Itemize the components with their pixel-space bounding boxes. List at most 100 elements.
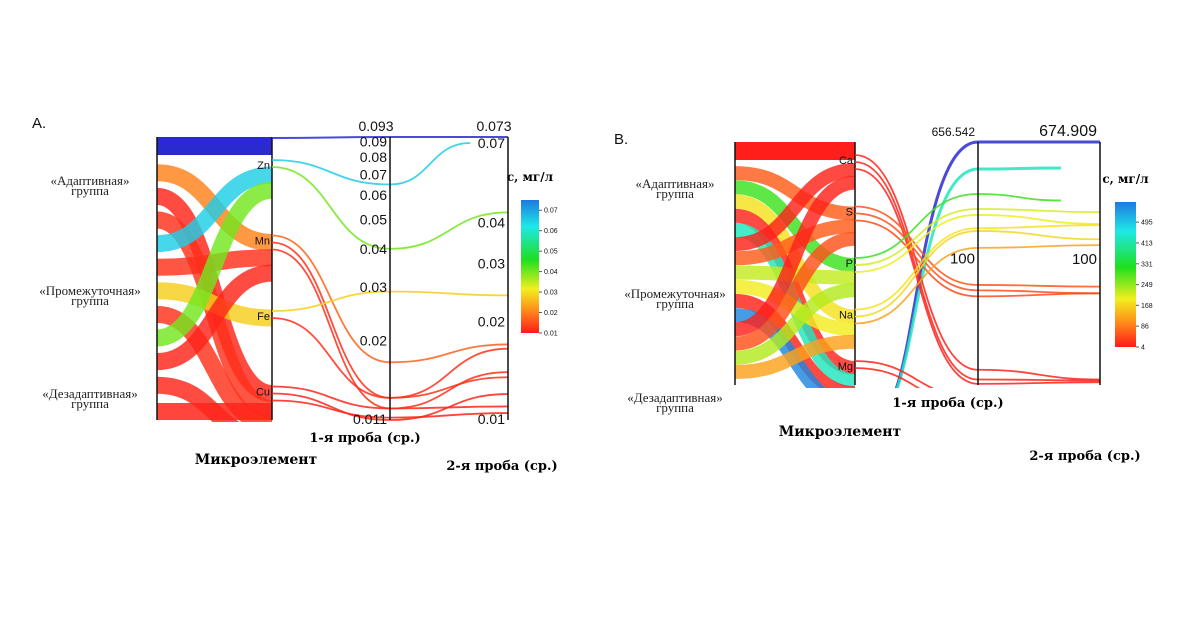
- value-line: [895, 166, 1061, 388]
- value-line: [854, 212, 1101, 295]
- axis-tick-label: 100: [950, 250, 975, 267]
- colorbar-tick-label: 249: [1141, 282, 1153, 289]
- value-line: [854, 224, 1101, 311]
- colorbar-title: с, мг/л: [1102, 172, 1149, 186]
- value-line: [854, 161, 1101, 382]
- group-label-line: «Адаптивная»: [50, 173, 129, 188]
- ribbon: [734, 231, 856, 351]
- axis-1-title: 1-я проба (ср.): [892, 396, 1003, 411]
- group-label-line: группа: [71, 183, 109, 198]
- ribbon: [156, 264, 273, 371]
- value-line: [271, 317, 509, 399]
- colorbar-tick-label: 168: [1141, 303, 1153, 310]
- value-line: [854, 205, 1101, 288]
- colorbar-tick-label: 0.04: [544, 269, 558, 276]
- axis-tick-label: 0.02: [478, 313, 505, 329]
- colorbar-tick-label: 0.01: [544, 331, 558, 338]
- group-label-line: «Промежуточная»: [39, 283, 141, 298]
- ribbon: [734, 283, 856, 365]
- ribbon: [156, 166, 273, 253]
- axis-tick-label: 0.05: [360, 211, 387, 227]
- value-line: [854, 360, 934, 388]
- ribbons: [155, 164, 274, 422]
- colorbar: [1115, 202, 1136, 347]
- axis-tick-label: 0.073: [476, 118, 511, 134]
- group-label-line: группа: [656, 186, 694, 201]
- axis-tick-label: 0.03: [478, 256, 505, 272]
- colorbar: [521, 200, 539, 333]
- axis-tick-label: 674.909: [1039, 123, 1097, 140]
- group-label-line: «Дезадаптивная»: [627, 390, 723, 405]
- axis-tick-label: 0.04: [478, 215, 505, 231]
- axis-tick-label: 0.07: [360, 167, 387, 183]
- value-line: [854, 367, 921, 388]
- bottom-band: [157, 403, 272, 420]
- axis-tick-label: 0.04: [360, 241, 387, 257]
- panel-label: A.: [32, 115, 46, 132]
- colorbar-tick-label: 413: [1141, 240, 1153, 247]
- element-label: Mg: [838, 361, 853, 373]
- colorbar-tick-label: 0.07: [544, 208, 558, 215]
- group-label-line: «Адаптивная»: [635, 176, 714, 191]
- value-line: [854, 168, 1101, 385]
- colorbar-tick-label: 495: [1141, 220, 1153, 227]
- axis-tick-label: 0.07: [478, 135, 505, 151]
- group-label: «Дезадаптивная» группа: [42, 386, 138, 411]
- top-band: [735, 142, 855, 160]
- axis-tick-label: 0.02: [360, 333, 387, 349]
- axis-tick-label: 0.09: [360, 133, 387, 149]
- ribbon: [734, 166, 856, 221]
- colorbar-title: с, мг/л: [507, 170, 554, 184]
- element-axis-title: Микроэлемент: [195, 452, 318, 468]
- element-label: Mn: [255, 236, 270, 248]
- top-band: [157, 137, 272, 155]
- ribbons: [734, 163, 856, 388]
- element-label: S: [846, 207, 853, 219]
- panel-label: B.: [614, 131, 628, 148]
- group-label: «Промежуточная» группа: [624, 286, 726, 311]
- axis-tick-label: 100: [1072, 251, 1097, 268]
- ribbon: [734, 334, 856, 379]
- axis-tick-label: 0.01: [478, 411, 505, 427]
- ribbon: [734, 180, 856, 272]
- element-label: Cu: [256, 387, 270, 399]
- axis-2-title: 2-я проба (ср.): [1029, 449, 1140, 464]
- group-label-line: группа: [656, 400, 694, 415]
- ribbon: [734, 293, 856, 388]
- group-label: «Промежуточная» группа: [39, 283, 141, 308]
- group-label-line: группа: [71, 396, 109, 411]
- element-label: Ca: [839, 155, 854, 167]
- element-label: P: [846, 258, 853, 270]
- axis-tick-label: 0.011: [353, 411, 387, 427]
- group-label: «Дезадаптивная» группа: [627, 390, 723, 415]
- value-lines: [854, 140, 1101, 388]
- group-label: «Адаптивная» группа: [635, 176, 714, 201]
- ribbon: [734, 175, 856, 337]
- axis-tick-label: 0.06: [360, 187, 387, 203]
- group-label-line: группа: [71, 293, 109, 308]
- axis-tick-label: 656.542: [932, 125, 976, 139]
- group-label-line: «Дезадаптивная»: [42, 386, 138, 401]
- value-line: [854, 219, 1101, 298]
- element-label: Fe: [257, 311, 270, 323]
- colorbar-tick-label: 331: [1141, 261, 1153, 268]
- colorbar-tick-label: 0.03: [544, 290, 558, 297]
- value-line: [271, 234, 509, 364]
- ribbon: [734, 279, 856, 337]
- colorbar-tick-label: 4: [1141, 345, 1145, 352]
- colorbar-tick-label: 0.02: [544, 310, 558, 317]
- axis-tick-label: 0.03: [360, 279, 387, 295]
- ribbon: [734, 163, 856, 252]
- element-label: Zn: [257, 160, 270, 172]
- element-label: Na: [839, 310, 854, 322]
- axis-1-title: 1-я проба (ср.): [309, 431, 420, 446]
- axis-2-title: 2-я проба (ср.): [446, 459, 557, 474]
- group-label-line: группа: [656, 296, 694, 311]
- value-line: [854, 154, 1101, 381]
- ribbon: [734, 265, 856, 285]
- value-line: [854, 193, 1061, 259]
- colorbar-tick-label: 0.06: [544, 228, 558, 235]
